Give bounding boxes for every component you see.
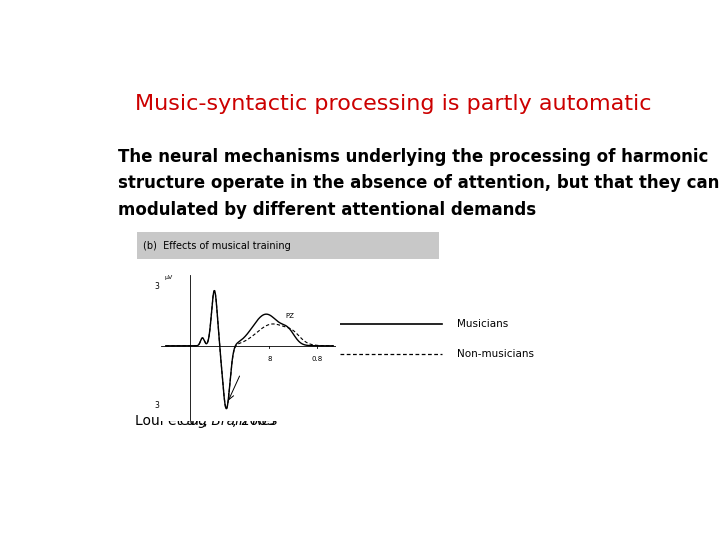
Text: PZ: PZ	[285, 313, 294, 319]
Text: 3: 3	[155, 282, 159, 291]
Text: 3: 3	[155, 401, 159, 410]
Text: 0.8: 0.8	[312, 356, 323, 362]
Text: , 2005: , 2005	[233, 414, 276, 428]
Text: Music-syntactic processing is partly automatic: Music-syntactic processing is partly aut…	[135, 94, 651, 114]
Bar	[137, 232, 439, 259]
Text: 8: 8	[267, 356, 271, 362]
Text: μV: μV	[165, 274, 174, 280]
Text: Non-musicians: Non-musicians	[457, 349, 534, 359]
Text: Cog Brain Res: Cog Brain Res	[181, 414, 278, 428]
Text: Loui et al.,: Loui et al.,	[135, 414, 212, 428]
Text: Musicians: Musicians	[457, 319, 508, 329]
Text: The neural mechanisms underlying the processing of harmonic
structure operate in: The neural mechanisms underlying the pro…	[118, 148, 720, 219]
Text: (b)  Effects of musical training: (b) Effects of musical training	[143, 240, 291, 251]
